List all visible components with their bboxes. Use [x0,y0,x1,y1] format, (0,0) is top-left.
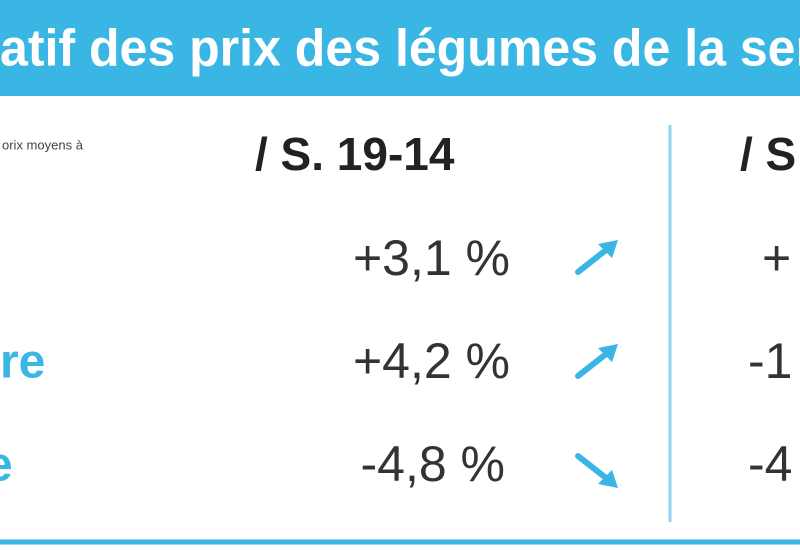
column-header: / S [740,128,796,180]
note: orix moyens à [2,137,84,152]
title-bar [0,0,800,96]
cell: -4,8 % [360,436,505,492]
arrow-down [575,453,618,488]
title: atif des prix des légumes de la ser [0,20,800,78]
cell: +4,2 % [353,333,510,389]
row-label: e [0,439,13,492]
cell: -1 [748,333,792,389]
cell: -4 [748,436,792,492]
cell: +3,1 % [353,230,510,286]
cell: + [762,230,791,286]
arrow-up [575,344,618,379]
column-header: / S. 19-14 [255,128,455,180]
row-label: re [0,336,45,389]
arrow-up [575,240,618,275]
